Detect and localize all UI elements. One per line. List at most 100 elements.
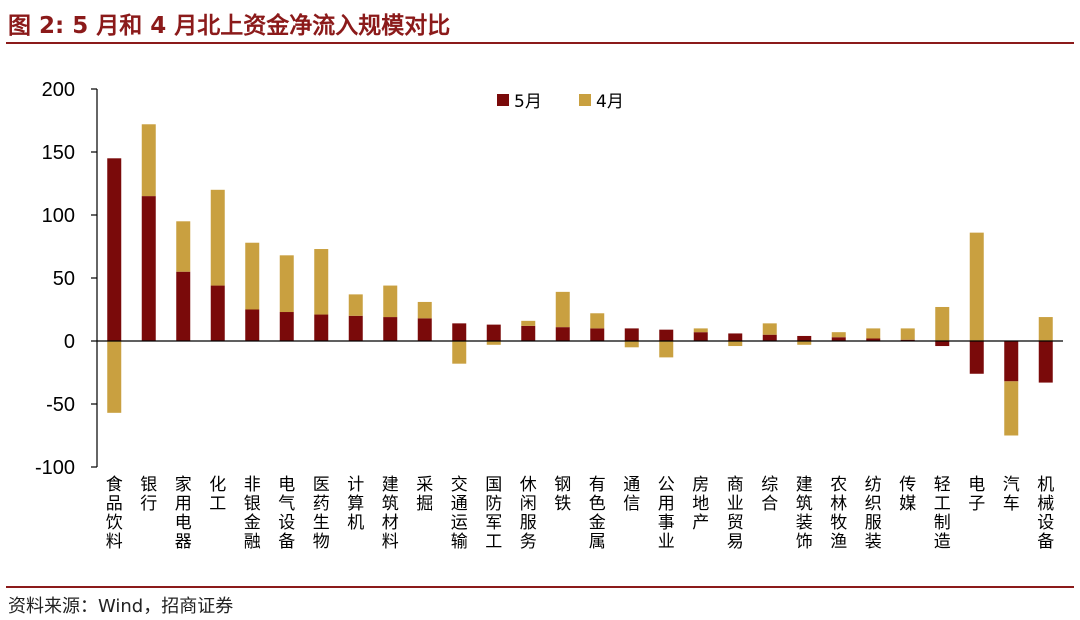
- x-category-label: 医药生物: [313, 475, 330, 552]
- x-category-label: 建筑装饰: [796, 475, 813, 552]
- bar-may: [969, 341, 984, 374]
- bar-april: [383, 285, 398, 318]
- bar-april: [728, 341, 743, 347]
- x-category-label: 采掘: [416, 475, 433, 514]
- bar-april: [797, 341, 812, 345]
- x-category-label: 机械设备: [1037, 475, 1054, 552]
- bar-april: [521, 320, 536, 326]
- bar-april: [969, 232, 984, 341]
- bar-may: [348, 315, 363, 341]
- bar-may: [245, 309, 260, 341]
- y-tick-label: 100: [42, 205, 75, 227]
- bar-may: [866, 338, 881, 341]
- bar-april: [693, 328, 708, 333]
- x-category-label: 公用事业: [658, 475, 675, 552]
- bar-april: [348, 294, 363, 316]
- bar-april: [176, 221, 191, 272]
- x-category-label: 汽车: [1003, 475, 1020, 514]
- bar-april: [1004, 381, 1019, 436]
- bar-may: [452, 323, 467, 341]
- bar-april: [659, 341, 674, 358]
- x-category-label: 交通运输: [451, 475, 468, 552]
- bar-april: [1038, 317, 1053, 341]
- x-category-label: 综合: [761, 475, 778, 514]
- x-category-label: 国防军工: [485, 475, 502, 552]
- x-category-label: 家用电器: [175, 475, 192, 552]
- bar-may: [797, 335, 812, 341]
- legend-swatch: [579, 94, 591, 106]
- bar-april: [624, 341, 639, 348]
- bar-may: [1004, 341, 1019, 382]
- title-divider: [6, 42, 1074, 44]
- x-category-label: 通信: [623, 475, 640, 514]
- x-category-label: 银行: [140, 475, 157, 514]
- bar-may: [176, 271, 191, 341]
- bar-april: [486, 341, 501, 345]
- bar-april: [935, 306, 950, 341]
- x-category-label: 房地产: [692, 475, 709, 533]
- x-category-label: 电气设备: [278, 475, 295, 552]
- x-category-label: 纺织服装: [865, 475, 882, 552]
- bar-may: [728, 333, 743, 341]
- legend-label: 4月: [596, 92, 624, 112]
- bar-april: [107, 341, 122, 413]
- y-tick-label: 0: [64, 331, 75, 353]
- bar-may: [279, 312, 294, 341]
- page-title: 图 2: 5 月和 4 月北上资金净流入规模对比: [8, 13, 451, 39]
- source-note: 资料来源：Wind，招商证券: [8, 596, 234, 617]
- bar-may: [555, 327, 570, 341]
- bar-may: [210, 285, 225, 341]
- bar-may: [762, 334, 777, 341]
- bar-may: [141, 196, 156, 341]
- bar-may: [900, 339, 915, 341]
- bar-april: [762, 323, 777, 335]
- x-category-label: 有色金属: [589, 475, 606, 552]
- bar-may: [486, 324, 501, 341]
- bar-april: [866, 328, 881, 339]
- bar-may: [314, 314, 329, 341]
- bar-april: [417, 301, 432, 319]
- footer-divider: [6, 586, 1074, 588]
- bar-may: [1038, 341, 1053, 383]
- x-category-label: 钢铁: [554, 475, 571, 514]
- bar-april: [900, 328, 915, 340]
- x-category-label: 化工: [209, 475, 226, 514]
- bar-april: [141, 124, 156, 197]
- bar-may: [417, 318, 432, 341]
- bar-may: [624, 328, 639, 341]
- bar-april: [555, 291, 570, 328]
- x-category-label: 农林牧渔: [830, 475, 847, 552]
- bar-may: [831, 337, 846, 341]
- y-tick-label: -100: [35, 457, 75, 479]
- x-category-label: 商业贸易: [727, 475, 744, 552]
- bar-may: [590, 328, 605, 341]
- bar-april: [452, 341, 467, 364]
- bar-may: [107, 158, 122, 341]
- y-tick-label: 50: [53, 268, 75, 290]
- bar-may: [693, 332, 708, 341]
- x-category-label: 传媒: [899, 475, 916, 514]
- legend-label: 5月: [514, 92, 542, 112]
- y-tick-label: 150: [42, 142, 75, 164]
- bar-april: [314, 249, 329, 315]
- x-category-label: 食品饮料: [106, 475, 123, 552]
- x-category-label: 休闲服务: [520, 475, 537, 552]
- x-category-label: 建筑材料: [382, 475, 399, 552]
- x-category-label: 非银金融: [244, 475, 261, 552]
- bar-may: [383, 317, 398, 341]
- bar-may: [659, 329, 674, 341]
- x-category-label: 轻工制造: [934, 475, 951, 552]
- bar-april: [245, 242, 260, 310]
- y-tick-label: 200: [42, 79, 75, 101]
- x-category-label: 计算机: [347, 475, 364, 533]
- bar-may: [521, 325, 536, 341]
- bar-april: [210, 189, 225, 286]
- legend-swatch: [497, 94, 509, 106]
- x-category-label: 电子: [968, 475, 985, 514]
- y-tick-label: -50: [46, 394, 75, 416]
- bar-may: [935, 341, 950, 347]
- bar-april: [590, 313, 605, 329]
- bar-april: [279, 255, 294, 313]
- bar-april: [831, 332, 846, 338]
